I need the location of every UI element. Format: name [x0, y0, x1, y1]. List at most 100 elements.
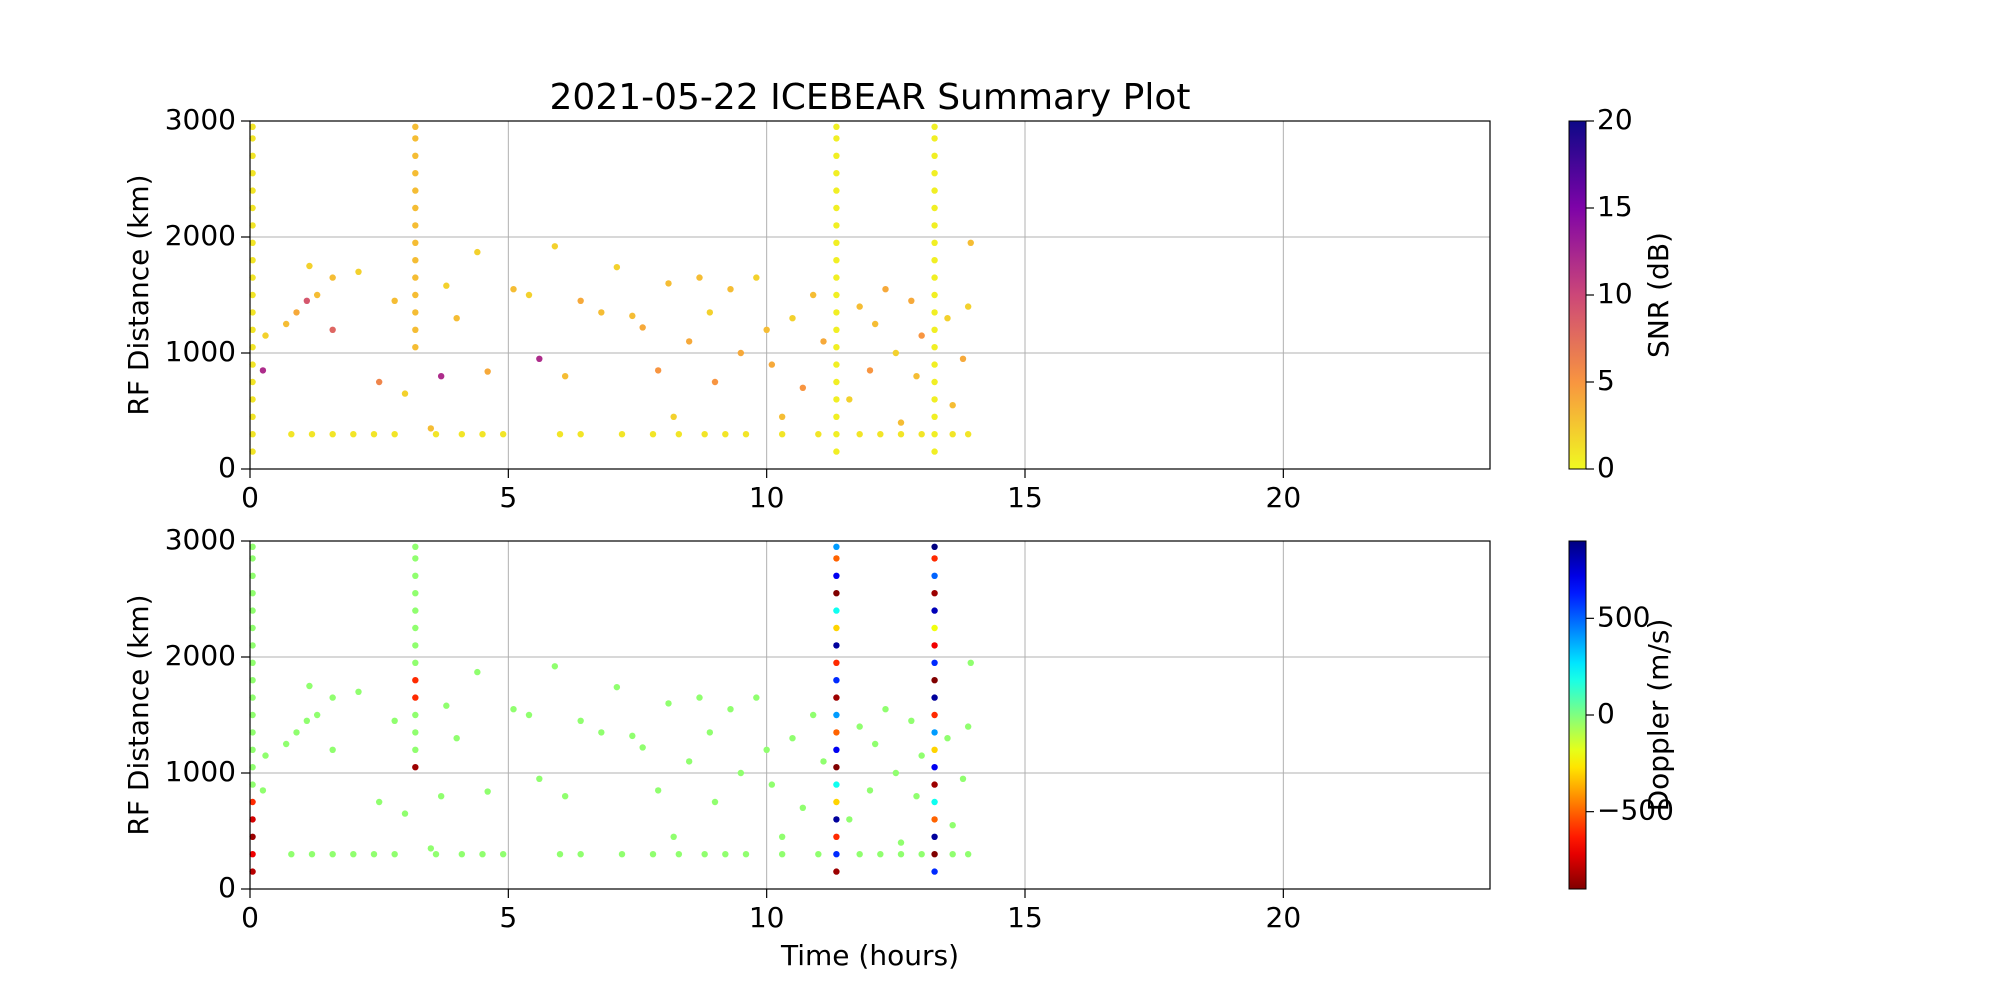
point [536, 775, 543, 782]
point [799, 384, 807, 391]
point [249, 746, 256, 753]
point [313, 711, 321, 719]
point [931, 659, 938, 666]
point [944, 735, 951, 742]
point [742, 431, 750, 438]
point [871, 740, 879, 748]
point [412, 572, 419, 579]
point [931, 642, 938, 649]
x-tick-label: 0 [241, 481, 259, 514]
point [897, 419, 905, 426]
point [931, 309, 938, 316]
point [303, 717, 311, 724]
point [249, 659, 256, 666]
point [892, 349, 900, 357]
y-tick-label: 2000 [165, 639, 236, 672]
point [649, 431, 657, 438]
point [833, 123, 840, 130]
point [375, 798, 383, 806]
colorbar-label: Doppler (m/s) [1642, 619, 1675, 812]
point [833, 711, 840, 719]
point [931, 798, 938, 806]
point [833, 448, 840, 455]
point [412, 152, 419, 159]
point [639, 744, 646, 751]
point [249, 555, 256, 562]
point [815, 431, 822, 438]
point [856, 431, 863, 438]
point [412, 543, 419, 550]
point [897, 431, 905, 438]
point [391, 717, 398, 724]
axes-frame [249, 120, 1491, 470]
point [931, 257, 938, 264]
point [846, 816, 853, 823]
point [778, 431, 786, 438]
point [484, 368, 491, 375]
point [525, 711, 533, 719]
point [833, 590, 840, 597]
point [370, 851, 378, 858]
point [313, 291, 321, 299]
point [654, 367, 662, 374]
point [510, 706, 517, 713]
point [727, 706, 734, 713]
point [282, 320, 290, 328]
point [799, 804, 807, 811]
point [949, 851, 956, 858]
point [412, 239, 419, 246]
point [833, 659, 840, 666]
point [262, 752, 269, 759]
point [931, 677, 938, 684]
point [833, 572, 840, 579]
point [249, 239, 256, 246]
point [510, 286, 517, 293]
point [249, 413, 256, 420]
point [551, 243, 559, 250]
point [696, 694, 703, 701]
point [355, 268, 362, 275]
point [484, 788, 491, 795]
point [778, 413, 786, 420]
y-tick-label: 0 [218, 451, 236, 484]
point [833, 239, 840, 246]
point [282, 740, 290, 748]
y-tick-label: 3000 [165, 523, 236, 556]
point [293, 729, 300, 736]
point [833, 868, 840, 875]
point [249, 868, 256, 875]
point [249, 590, 256, 597]
point [249, 607, 256, 614]
point [639, 324, 646, 331]
point [412, 746, 419, 753]
point [249, 448, 256, 455]
point [629, 312, 636, 320]
y-tick-label: 2000 [165, 219, 236, 252]
point [833, 764, 840, 771]
point [882, 706, 889, 713]
point [249, 431, 256, 438]
point [249, 711, 256, 719]
point [918, 332, 925, 339]
point [453, 315, 460, 322]
point [259, 367, 267, 374]
point [809, 711, 817, 719]
point [249, 309, 256, 316]
point [329, 431, 336, 438]
point [833, 694, 840, 701]
point [778, 851, 786, 858]
point [329, 274, 336, 281]
point [833, 543, 840, 550]
point [706, 729, 714, 736]
point [598, 309, 605, 316]
point [833, 152, 840, 159]
point [412, 555, 419, 562]
point [763, 326, 770, 333]
point [412, 711, 419, 719]
point [499, 431, 507, 438]
point [931, 694, 938, 701]
point [665, 700, 672, 707]
x-axis-label: Time (hours) [780, 939, 959, 972]
point [412, 694, 419, 701]
